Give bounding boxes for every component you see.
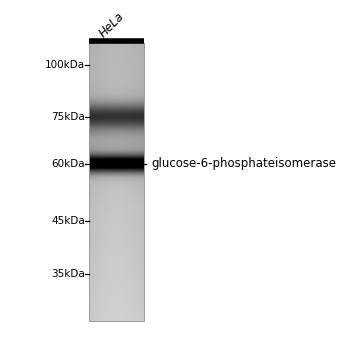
Text: 35kDa: 35kDa <box>51 268 85 279</box>
Text: HeLa: HeLa <box>97 9 127 40</box>
Text: glucose-6-phosphateisomerase: glucose-6-phosphateisomerase <box>151 158 336 170</box>
Text: 60kDa: 60kDa <box>52 159 85 169</box>
Text: 100kDa: 100kDa <box>45 60 85 70</box>
Text: 75kDa: 75kDa <box>51 112 85 122</box>
Bar <box>89 43 144 321</box>
Text: 45kDa: 45kDa <box>51 216 85 226</box>
